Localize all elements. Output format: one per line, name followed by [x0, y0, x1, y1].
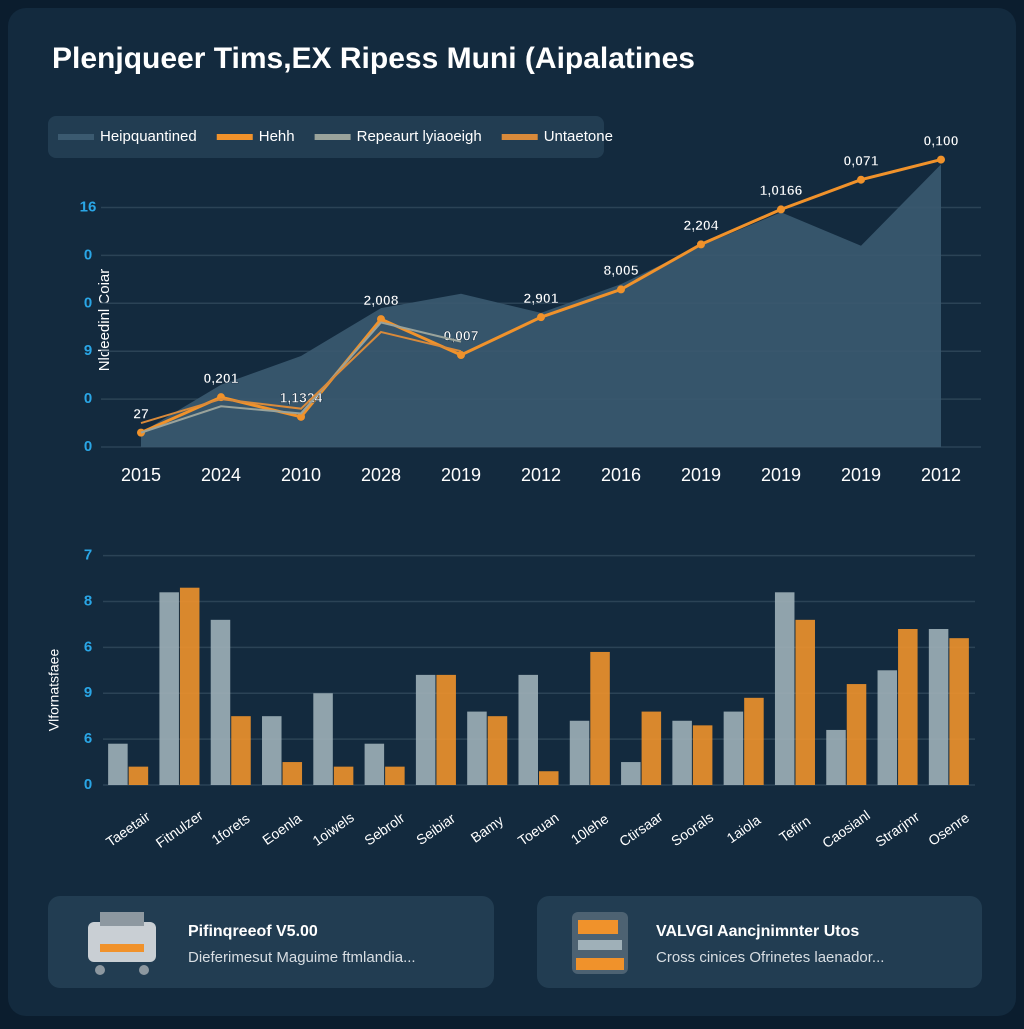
legend-label: Untaetone: [544, 128, 613, 145]
card-title: Pifinqreeof V5.00: [188, 923, 318, 940]
point-note: 0,100: [923, 132, 958, 148]
x-tick-label: 2019: [681, 465, 721, 485]
x-tick-label: 2024: [201, 465, 241, 485]
bar: [898, 629, 918, 785]
point-note: 0,007: [443, 328, 478, 344]
point-note: 2,204: [683, 217, 718, 233]
bar: [436, 674, 456, 785]
bar: [159, 592, 179, 785]
y-tick-label: 0: [84, 246, 92, 263]
printer-icon: [88, 912, 156, 975]
x-tick-label: 2012: [921, 465, 961, 485]
point: [537, 313, 545, 322]
point-note: 8,005: [603, 262, 638, 278]
x-tick-label: 2010: [281, 465, 321, 485]
bar: [826, 729, 846, 785]
card-subtitle: Cross cinices Ofrinetes laenador...: [656, 949, 884, 966]
bar: [795, 619, 815, 785]
y-tick-label: 0: [84, 294, 92, 311]
bar: [569, 720, 590, 785]
y-tick-label: 16: [80, 198, 97, 215]
bar: [364, 743, 385, 785]
card: [48, 896, 494, 988]
point: [297, 412, 305, 421]
x-tick-label: 2015: [121, 465, 161, 485]
bar: [539, 771, 559, 785]
y-tick-label: 9: [84, 342, 92, 359]
bar: [744, 697, 764, 785]
point-note: 27: [133, 405, 149, 421]
y-tick-label: 0: [84, 390, 92, 407]
bar: [231, 716, 251, 785]
y-tick-label: 6: [84, 638, 92, 655]
card: [537, 896, 982, 988]
y-tick-label: 0: [84, 438, 92, 455]
point-note: 2,008: [363, 292, 398, 308]
x-tick-label: 2028: [361, 465, 401, 485]
bar: [928, 629, 949, 785]
bar: [949, 638, 969, 785]
y-tick-label: 7: [84, 547, 92, 564]
bar: [518, 674, 538, 785]
y-axis-label: Vlfornatsfaee: [46, 649, 62, 732]
point: [777, 205, 785, 214]
bar: [590, 651, 610, 785]
bar: [487, 716, 508, 785]
bar: [774, 592, 795, 785]
bar: [641, 711, 662, 785]
machine-icon: [572, 912, 628, 974]
legend-label: Heipquantined: [100, 128, 197, 145]
point-note: 1,0166: [760, 182, 803, 198]
bar: [621, 762, 641, 785]
bar: [179, 587, 200, 785]
bar: [415, 674, 436, 785]
point: [617, 285, 625, 294]
bar: [333, 766, 354, 785]
bar: [672, 720, 692, 785]
point-note: 2,901: [523, 290, 558, 306]
point: [937, 155, 945, 164]
bar: [108, 743, 128, 785]
bar: [210, 619, 231, 785]
x-tick-label: 2019: [441, 465, 481, 485]
bar: [846, 684, 867, 785]
x-tick-label: 2016: [601, 465, 641, 485]
point: [377, 315, 385, 324]
bar: [467, 711, 487, 785]
y-tick-label: 8: [84, 592, 92, 609]
y-axis-label: Nldeedinl Coiar: [96, 269, 113, 372]
y-tick-label: 0: [84, 776, 92, 793]
legend-label: Hehh: [259, 128, 295, 145]
area: [141, 164, 941, 447]
y-tick-label: 9: [84, 684, 92, 701]
title: Plenjqueer Tims,EX Ripess Muni (Aipalati…: [52, 42, 695, 75]
point: [457, 351, 465, 360]
card-subtitle: Dieferimesut Maguime ftmlandia...: [188, 949, 416, 966]
bar: [877, 670, 898, 785]
legend-label: Repeaurt lyiaoeigh: [357, 128, 482, 145]
bar: [723, 711, 744, 785]
point: [857, 175, 865, 184]
bar: [692, 725, 713, 785]
line: [140, 330, 462, 425]
x-tick-label: 2012: [521, 465, 561, 485]
card-title: VALVGI Aancjnimnter Utos: [656, 923, 859, 940]
point: [697, 240, 705, 249]
point-note: 0,201: [203, 370, 238, 386]
y-tick-label: 6: [84, 730, 92, 747]
bar: [282, 762, 303, 785]
line: [140, 321, 462, 434]
bar: [128, 766, 149, 785]
bar: [385, 766, 405, 785]
bar: [262, 716, 282, 785]
x-tick-label: 2019: [841, 465, 881, 485]
x-tick-label: 2019: [761, 465, 801, 485]
point-note: 0,071: [843, 152, 878, 168]
bar: [313, 693, 333, 785]
